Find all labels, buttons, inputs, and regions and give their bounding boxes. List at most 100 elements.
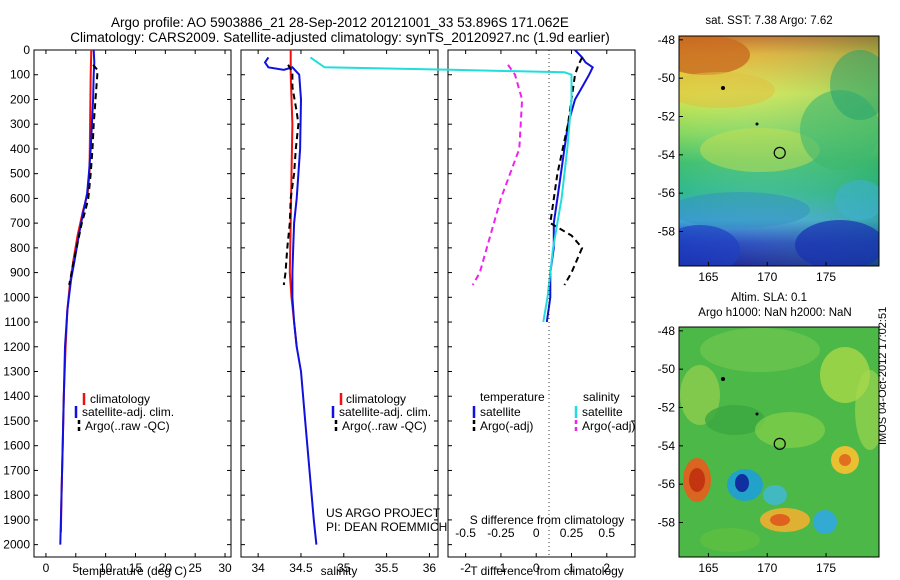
x-tick-label: 30: [218, 561, 232, 575]
legend-label-climatology: climatology: [346, 392, 406, 406]
s-tick-label: 0: [533, 526, 540, 540]
latitude-tick-label: -54: [658, 439, 676, 453]
sla-map-image: [679, 327, 879, 557]
latitude-tick-label: -58: [658, 516, 676, 530]
depth-tick-label: 1100: [4, 315, 30, 329]
figure-title-line1: Argo profile: AO 5903886_21 28-Sep-2012 …: [111, 15, 569, 30]
depth-tick-label: 1600: [3, 439, 30, 453]
x-tick-label: 15: [129, 561, 143, 575]
x-tick-label: 35: [337, 561, 351, 575]
sla-map-subtitle: Argo h1000: NaN h2000: NaN: [698, 307, 851, 319]
depth-tick-label: 1900: [3, 513, 30, 527]
series-line-s-argo-adj: [471, 64, 524, 286]
series-line-s-satellite: [309, 56, 573, 323]
x-tick-label: 0: [533, 561, 540, 575]
series-line-t-argo-adj: [549, 56, 584, 286]
sst-map-frame: [678, 35, 880, 267]
depth-tick-label: 1700: [3, 463, 30, 477]
sst-argo-location-marker: [773, 146, 786, 159]
latitude-tick-label: -54: [658, 148, 676, 162]
legend-label-satellite: satellite-adj. clim.: [82, 405, 174, 419]
legend-label-s-satellite: satellite: [582, 405, 623, 419]
series-line-climatology: [59, 49, 93, 533]
latitude-tick-label: -58: [658, 225, 676, 239]
project-annotation: US ARGO PROJECT: [326, 506, 441, 520]
latitude-tick-label: -50: [658, 71, 676, 85]
depth-tick-label: 500: [10, 167, 30, 181]
x-tick-label: -1: [496, 561, 507, 575]
depth-tick-label: 0: [23, 43, 30, 57]
depth-tick-label: 300: [10, 117, 30, 131]
sla-map-title: Altim. SLA: 0.1: [731, 292, 807, 304]
depth-tick-label: 1000: [3, 290, 30, 304]
longitude-tick-label: 175: [816, 561, 836, 575]
depth-tick-label: 2000: [3, 538, 30, 552]
x-tick-label: 10: [99, 561, 113, 575]
sla-argo-location-marker: [773, 437, 786, 450]
x-tick-label: 35.5: [375, 561, 399, 575]
depth-tick-label: 200: [10, 92, 30, 106]
legend-label-climatology: climatology: [90, 392, 150, 406]
latitude-tick-label: -56: [658, 477, 676, 491]
depth-tick-label: 600: [10, 191, 30, 205]
x-tick-label: 34.5: [289, 561, 313, 575]
x-tick-label: 2: [603, 561, 610, 575]
imos-timestamp-watermark: IMOS 04-Oct-2012 17:02:51: [877, 306, 889, 445]
temperature-legend: climatology satellite-adj. clim. Argo(..…: [74, 392, 174, 433]
longitude-tick-label: 170: [757, 561, 777, 575]
longitude-tick-label: 170: [757, 270, 777, 284]
legend-title-temperature: temperature: [480, 390, 545, 404]
latitude-tick-label: -52: [658, 110, 676, 124]
series-line-satellite-adj-clim: [263, 56, 318, 545]
series-line-argo-raw-qc: [68, 64, 99, 286]
legend-label-argo: Argo(..raw -QC): [342, 419, 427, 433]
x-tick-label: -2: [460, 561, 471, 575]
longitude-tick-label: 165: [698, 561, 718, 575]
x-tick-label: 34: [251, 561, 265, 575]
depth-tick-label: 1500: [3, 414, 30, 428]
depth-tick-label: 1800: [3, 488, 30, 502]
legend-label-satellite: satellite-adj. clim.: [339, 405, 431, 419]
series-line-argo-raw-qc: [282, 64, 300, 286]
temperature-axis-label: temperature (deg C): [79, 564, 187, 578]
s-tick-label: -0.25: [487, 526, 515, 540]
sst-map-title: sat. SST: 7.38 Argo: 7.62: [705, 15, 832, 27]
figure-title-line2: Climatology: CARS2009. Satellite-adjuste…: [70, 30, 610, 45]
depth-tick-label: 1200: [3, 340, 30, 354]
x-tick-label: 0: [43, 561, 50, 575]
x-tick-label: 25: [189, 561, 203, 575]
depth-tick-label: 1300: [3, 365, 30, 379]
x-tick-label: 1: [568, 561, 575, 575]
s-difference-axis-label: S difference from climatology: [470, 513, 625, 527]
salinity-plot-frame: [240, 49, 439, 558]
depth-tick-label: 900: [10, 266, 30, 280]
s-tick-label: 0.5: [598, 526, 615, 540]
latitude-tick-label: -48: [658, 324, 676, 338]
x-tick-label: 5: [72, 561, 79, 575]
difference-plot-frame: [447, 49, 636, 558]
s-tick-label: -0.5: [455, 526, 476, 540]
depth-tick-label: 800: [10, 241, 30, 255]
legend-title-salinity: salinity: [583, 390, 620, 404]
difference-legend: temperature salinity satellite Argo(-adj…: [472, 390, 635, 433]
depth-tick-label: 700: [10, 216, 30, 230]
legend-label-argo: Argo(..raw -QC): [85, 419, 170, 433]
legend-label-t-satellite: satellite: [480, 405, 521, 419]
legend-label-t-argo: Argo(-adj): [480, 419, 533, 433]
latitude-tick-label: -52: [658, 401, 676, 415]
salinity-legend: climatology satellite-adj. clim. Argo(..…: [331, 392, 431, 433]
sst-map-image: [679, 36, 879, 266]
depth-tick-label: 400: [10, 142, 30, 156]
depth-tick-label: 1400: [3, 389, 30, 403]
temperature-plot-frame: [33, 49, 232, 558]
t-difference-axis-label: T difference from climatology: [470, 564, 624, 578]
sla-map-frame: [678, 326, 880, 558]
series-line-t-satellite: [545, 49, 594, 323]
legend-label-s-argo: Argo(-adj): [582, 419, 635, 433]
longitude-tick-label: 175: [816, 270, 836, 284]
latitude-tick-label: -48: [658, 33, 676, 47]
x-tick-label: 20: [159, 561, 173, 575]
x-tick-label: 36: [423, 561, 437, 575]
s-tick-label: 0.25: [560, 526, 584, 540]
